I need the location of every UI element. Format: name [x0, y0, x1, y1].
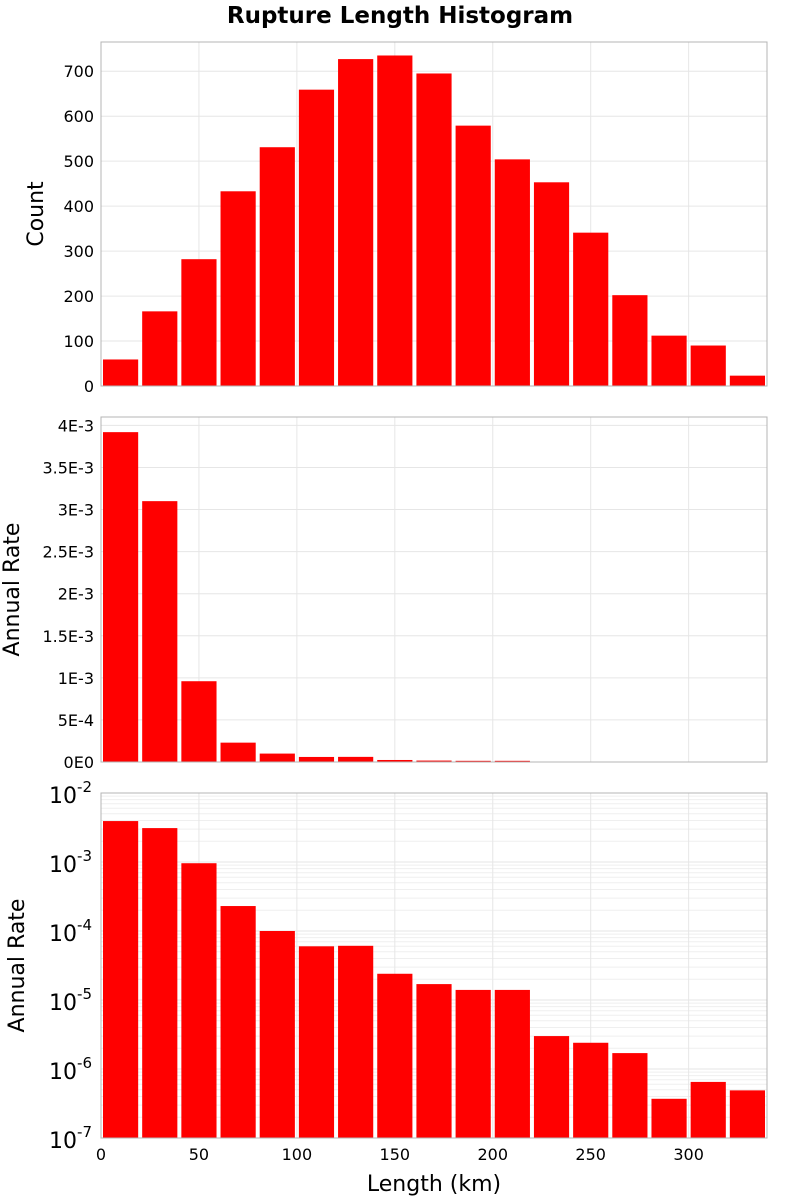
y-tick-label: 1.5E-3	[42, 627, 94, 646]
bar	[455, 125, 491, 386]
bar	[416, 760, 452, 762]
bar	[338, 945, 374, 1138]
y-tick-label: 600	[63, 107, 94, 126]
bar	[259, 753, 295, 762]
bar	[181, 863, 217, 1138]
plot-frame	[100, 416, 768, 763]
bar	[298, 946, 335, 1138]
bar	[690, 345, 726, 386]
bar	[181, 681, 217, 762]
y-axis-label: Annual Rate	[5, 899, 30, 1033]
bar	[651, 335, 687, 386]
y-tick-label: 500	[63, 152, 94, 171]
x-tick-label: 100	[282, 1145, 313, 1164]
y-tick-label: 10-6	[49, 1054, 92, 1085]
y-tick-label: 2.5E-3	[42, 543, 94, 562]
panel-3: 10-7 10-6 10-5 10-4 10-3 10-2 Annual Rate 0 50 10…	[5, 778, 768, 1164]
y-tick-label: 10-2	[49, 778, 92, 809]
bar	[103, 432, 139, 762]
bar	[259, 931, 295, 1138]
bar	[103, 359, 139, 386]
bar	[220, 742, 256, 762]
y-tick-label: 3E-3	[58, 501, 94, 520]
y-tick-label: 200	[63, 287, 94, 306]
bar	[181, 259, 217, 386]
y-tick-label: 10-4	[49, 916, 92, 947]
chart-title: Rupture Length Histogram	[227, 3, 573, 29]
y-axis-label: Annual Rate	[0, 523, 25, 657]
y-tick-label: 100	[63, 332, 94, 351]
bar	[416, 73, 452, 387]
bar	[298, 89, 335, 387]
x-tick-label: 300	[673, 1145, 704, 1164]
y-axis-label: Count	[24, 181, 49, 247]
bar	[729, 1090, 765, 1138]
y-tick-label: 1E-3	[58, 669, 94, 688]
y-tick-label: 700	[63, 62, 94, 81]
bar	[259, 147, 295, 386]
bar	[612, 295, 648, 386]
bar	[573, 1042, 609, 1138]
bar	[494, 159, 530, 386]
bar	[338, 756, 374, 762]
bar	[690, 1081, 726, 1138]
y-tick-label: 3.5E-3	[42, 458, 94, 477]
y-tick-label: 300	[63, 242, 94, 261]
bar	[455, 989, 491, 1138]
bar	[142, 828, 178, 1138]
plot-panels: 0100200300400500600700Count0E05E-41E-31.…	[0, 41, 768, 1164]
bar	[729, 375, 765, 386]
bar	[494, 989, 530, 1138]
bar	[103, 821, 139, 1138]
y-tick-label: 10-7	[49, 1123, 92, 1154]
bar	[377, 55, 413, 386]
x-tick-label: 150	[380, 1145, 411, 1164]
y-tick-label: 4E-3	[58, 416, 94, 435]
y-tick-label: 2E-3	[58, 585, 94, 604]
x-tick-label: 250	[575, 1145, 606, 1164]
bar	[220, 906, 256, 1138]
bar	[220, 191, 256, 386]
bar	[533, 1036, 570, 1138]
plot-frame	[100, 41, 768, 387]
bar	[494, 760, 530, 762]
y-tick-label: 10-5	[49, 985, 92, 1016]
bar	[298, 756, 335, 762]
bar	[338, 59, 374, 386]
x-tick-label: 200	[477, 1145, 508, 1164]
bar	[533, 182, 570, 386]
bar	[612, 1053, 648, 1138]
x-axis-label: Length (km)	[367, 1172, 501, 1197]
bar	[573, 232, 609, 386]
y-tick-label: 5E-4	[58, 711, 94, 730]
panel-1: 0 100 200 300 400 500 600 700 Count	[24, 41, 768, 396]
bar	[142, 311, 178, 386]
bar	[651, 1098, 687, 1138]
plot-frame	[100, 792, 768, 1139]
y-tick-label: 400	[63, 197, 94, 216]
bar	[455, 760, 491, 762]
bar	[416, 984, 452, 1138]
x-tick-label: 0	[96, 1145, 106, 1164]
y-tick-label: 10-3	[49, 847, 92, 878]
bar	[377, 973, 413, 1138]
bar	[377, 759, 413, 762]
y-tick-label: 0E0	[64, 753, 94, 772]
panel-2: 0E0 5E-4 1E-3 1.5E-3 2E-3 2.5E-3 3E-3 3.5E-3 4E-…	[0, 416, 768, 772]
y-tick-label: 0	[84, 377, 94, 396]
x-tick-label: 50	[189, 1145, 209, 1164]
bar	[142, 501, 178, 762]
